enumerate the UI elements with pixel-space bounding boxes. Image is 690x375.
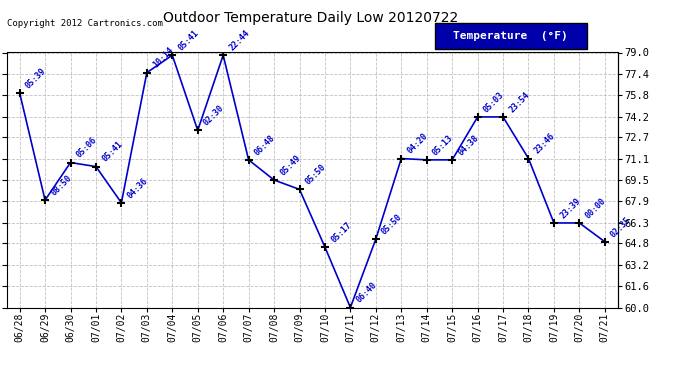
Text: 05:39: 05:39: [23, 66, 48, 90]
Text: 04:36: 04:36: [126, 176, 150, 200]
Text: 05:41: 05:41: [177, 28, 201, 53]
Text: Temperature  (°F): Temperature (°F): [453, 31, 568, 40]
Text: 05:50: 05:50: [380, 212, 404, 236]
Text: 06:40: 06:40: [355, 280, 379, 305]
Text: 05:17: 05:17: [329, 220, 353, 245]
Text: 00:00: 00:00: [584, 196, 608, 220]
Text: 05:03: 05:03: [482, 90, 506, 114]
Text: 08:50: 08:50: [49, 173, 73, 197]
Text: 05:06: 05:06: [75, 136, 99, 160]
Text: 06:48: 06:48: [253, 133, 277, 157]
Text: 04:38: 04:38: [456, 133, 480, 157]
Text: 02:35: 02:35: [609, 215, 633, 239]
Text: Copyright 2012 Cartronics.com: Copyright 2012 Cartronics.com: [7, 20, 163, 28]
Text: 05:13: 05:13: [431, 133, 455, 157]
Text: 10:14: 10:14: [151, 46, 175, 70]
Text: 23:46: 23:46: [533, 132, 557, 156]
Text: Outdoor Temperature Daily Low 20120722: Outdoor Temperature Daily Low 20120722: [163, 11, 458, 25]
Text: 04:20: 04:20: [406, 132, 429, 156]
Text: 23:54: 23:54: [507, 90, 531, 114]
Text: 05:50: 05:50: [304, 163, 328, 187]
Text: 05:49: 05:49: [278, 153, 302, 177]
Text: 22:44: 22:44: [227, 28, 251, 53]
Text: 02:30: 02:30: [202, 104, 226, 128]
Text: 23:39: 23:39: [558, 196, 582, 220]
Text: 05:41: 05:41: [100, 140, 124, 164]
